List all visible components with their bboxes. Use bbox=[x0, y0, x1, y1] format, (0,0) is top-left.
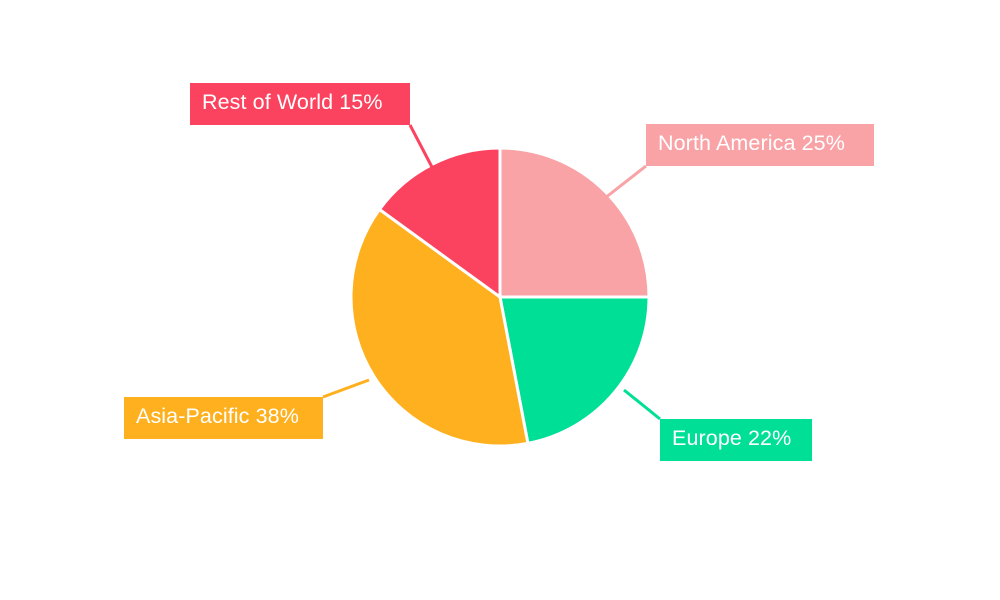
leader-line-rest-of-world bbox=[408, 124, 435, 170]
leader-line-europe bbox=[623, 388, 661, 421]
pie-label-text: North America 25% bbox=[658, 131, 845, 156]
pie-slice-north-america[interactable] bbox=[498, 146, 651, 299]
leader-line-north-america bbox=[604, 164, 647, 200]
pie-label-north-america[interactable]: North America 25% bbox=[646, 124, 874, 166]
pie-label-text: Europe 22% bbox=[672, 426, 792, 451]
pie-label-text: Asia-Pacific 38% bbox=[136, 404, 299, 429]
pie-label-rest-of-world[interactable]: Rest of World 15% bbox=[190, 83, 410, 125]
pie-label-europe[interactable]: Europe 22% bbox=[660, 419, 812, 461]
pie-label-asia-pacific[interactable]: Asia-Pacific 38% bbox=[124, 397, 323, 439]
pie-slice-rest-of-world[interactable] bbox=[377, 146, 502, 299]
pie-label-text: Rest of World 15% bbox=[202, 90, 383, 115]
pie-slice-asia-pacific[interactable] bbox=[349, 207, 530, 448]
pie-slices bbox=[349, 146, 651, 448]
pie-slice-europe[interactable] bbox=[498, 295, 651, 445]
leader-line-asia-pacific bbox=[322, 378, 370, 399]
leader-lines bbox=[322, 124, 661, 421]
